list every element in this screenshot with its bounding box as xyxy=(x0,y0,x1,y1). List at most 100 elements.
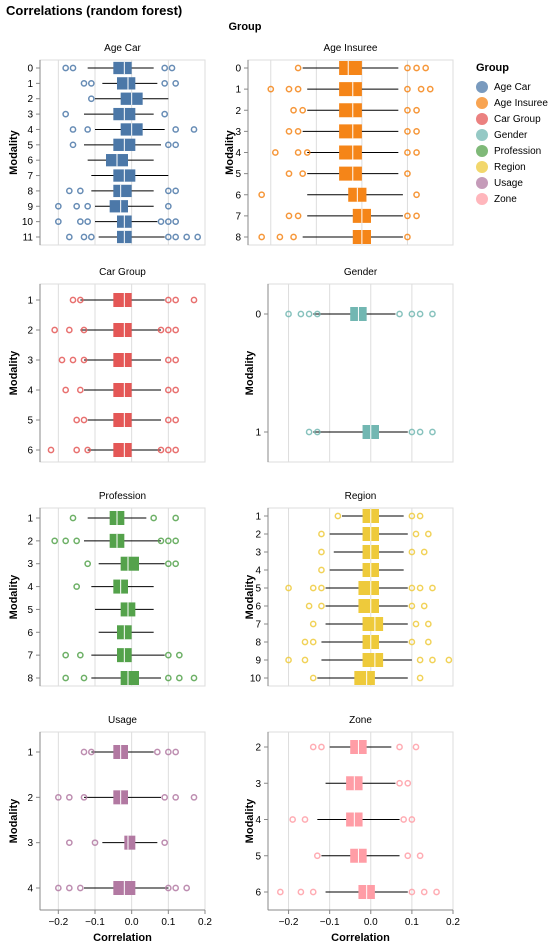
y-tick-label: 8 xyxy=(235,233,241,244)
outlier-point xyxy=(258,191,266,199)
outlier-point xyxy=(80,326,88,334)
outlier-point xyxy=(69,356,77,364)
outlier-point xyxy=(84,560,92,568)
facet-title: Age Insuree xyxy=(324,43,378,54)
y-tick-label: 7 xyxy=(235,211,241,222)
outlier-point xyxy=(408,638,416,646)
box-group: 7 xyxy=(255,617,432,631)
outlier-point xyxy=(84,218,92,225)
outlier-point xyxy=(404,212,411,220)
x-tick-label: 0.1 xyxy=(161,917,175,928)
y-axis-label: Modality xyxy=(244,574,256,619)
outlier-point xyxy=(87,95,95,103)
box-group: 3 xyxy=(27,835,169,850)
legend-item: Profession xyxy=(476,143,548,159)
outlier-point xyxy=(285,310,292,318)
box-group: 2 xyxy=(235,103,420,118)
y-tick-label: 1 xyxy=(255,512,261,523)
box-group: 1 xyxy=(27,511,180,525)
outlier-point xyxy=(62,674,70,682)
outlier-point xyxy=(164,446,172,454)
outlier-point xyxy=(172,537,180,545)
outlier-point xyxy=(51,326,59,334)
box-group: 8 xyxy=(255,635,432,649)
outlier-point xyxy=(416,674,424,682)
outlier-point xyxy=(80,793,88,801)
box xyxy=(113,443,132,457)
outlier-point xyxy=(285,85,293,93)
outlier-point xyxy=(396,743,403,751)
outlier-point xyxy=(318,548,325,556)
outlier-point xyxy=(294,64,302,72)
y-tick-label: 10 xyxy=(22,217,34,228)
outlier-point xyxy=(416,584,424,592)
outlier-point xyxy=(285,170,293,177)
outlier-point xyxy=(54,202,62,210)
outlier-point xyxy=(309,620,317,628)
x-tick-label: −0.2 xyxy=(279,917,299,928)
box-group: 9 xyxy=(255,653,453,667)
facet-panel: Profession Modality 1 2 3 4 5 6 7 8 xyxy=(8,491,206,687)
outlier-point xyxy=(420,888,428,896)
box xyxy=(339,124,362,139)
y-tick-label: 9 xyxy=(255,656,261,667)
box xyxy=(124,835,136,850)
chart-title: Correlations (random forest) xyxy=(6,3,183,18)
box-group: 4 xyxy=(27,881,191,895)
outlier-point xyxy=(290,106,297,114)
box-group: 6 xyxy=(27,625,154,640)
facet-panel: Age Car Modality 0 1 2 3 4 5 6 7 8 9 10 11 xyxy=(8,43,206,246)
box-group: 7 xyxy=(235,208,420,223)
outlier-point xyxy=(429,428,436,436)
outlier-point xyxy=(313,310,321,318)
outlier-point xyxy=(416,512,424,520)
outlier-point xyxy=(299,170,307,177)
legend-label: Usage xyxy=(494,177,523,189)
outlier-point xyxy=(404,170,411,177)
outlier-point xyxy=(62,110,70,118)
facet-title: Zone xyxy=(349,715,372,726)
outlier-point xyxy=(429,656,436,664)
outlier-point xyxy=(76,651,84,659)
facet-panel: Gender Modality 0 1 xyxy=(244,267,454,463)
x-tick-label: 0.2 xyxy=(198,917,212,928)
outlier-point xyxy=(396,310,403,318)
legend-label: Age Car xyxy=(494,81,531,93)
outlier-point xyxy=(309,584,317,592)
outlier-point xyxy=(172,218,180,225)
box-group: 4 xyxy=(255,812,416,827)
outlier-point xyxy=(62,537,70,545)
outlier-point xyxy=(76,218,84,225)
outlier-point xyxy=(164,674,172,682)
y-tick-label: 2 xyxy=(235,106,241,117)
outlier-point xyxy=(422,64,430,72)
outlier-point xyxy=(258,233,266,241)
outlier-point xyxy=(175,674,183,682)
box-group: 8 xyxy=(235,230,411,244)
x-tick-label: −0.1 xyxy=(320,917,340,928)
outlier-point xyxy=(172,187,180,195)
y-axis-label: Modality xyxy=(224,129,236,174)
outlier-point xyxy=(301,638,309,646)
outlier-point xyxy=(190,126,198,133)
box-group: 10 xyxy=(22,215,180,228)
y-tick-label: 4 xyxy=(27,884,33,895)
y-tick-label: 6 xyxy=(235,190,241,201)
box-group: 2 xyxy=(255,740,420,754)
outlier-point xyxy=(87,80,95,87)
box xyxy=(113,184,132,198)
legend-symbol xyxy=(476,97,488,109)
y-tick-label: 6 xyxy=(255,602,261,613)
outlier-point xyxy=(87,233,95,241)
facet-title: Usage xyxy=(108,715,137,726)
outlier-point xyxy=(164,386,172,394)
legend-label: Zone xyxy=(494,193,517,205)
outlier-point xyxy=(76,296,84,304)
legend-label: Region xyxy=(494,161,526,173)
outlier-point xyxy=(285,128,293,135)
outlier-point xyxy=(69,141,77,149)
y-tick-label: 2 xyxy=(27,793,33,804)
box-group: 3 xyxy=(235,124,420,139)
outlier-point xyxy=(161,839,169,847)
